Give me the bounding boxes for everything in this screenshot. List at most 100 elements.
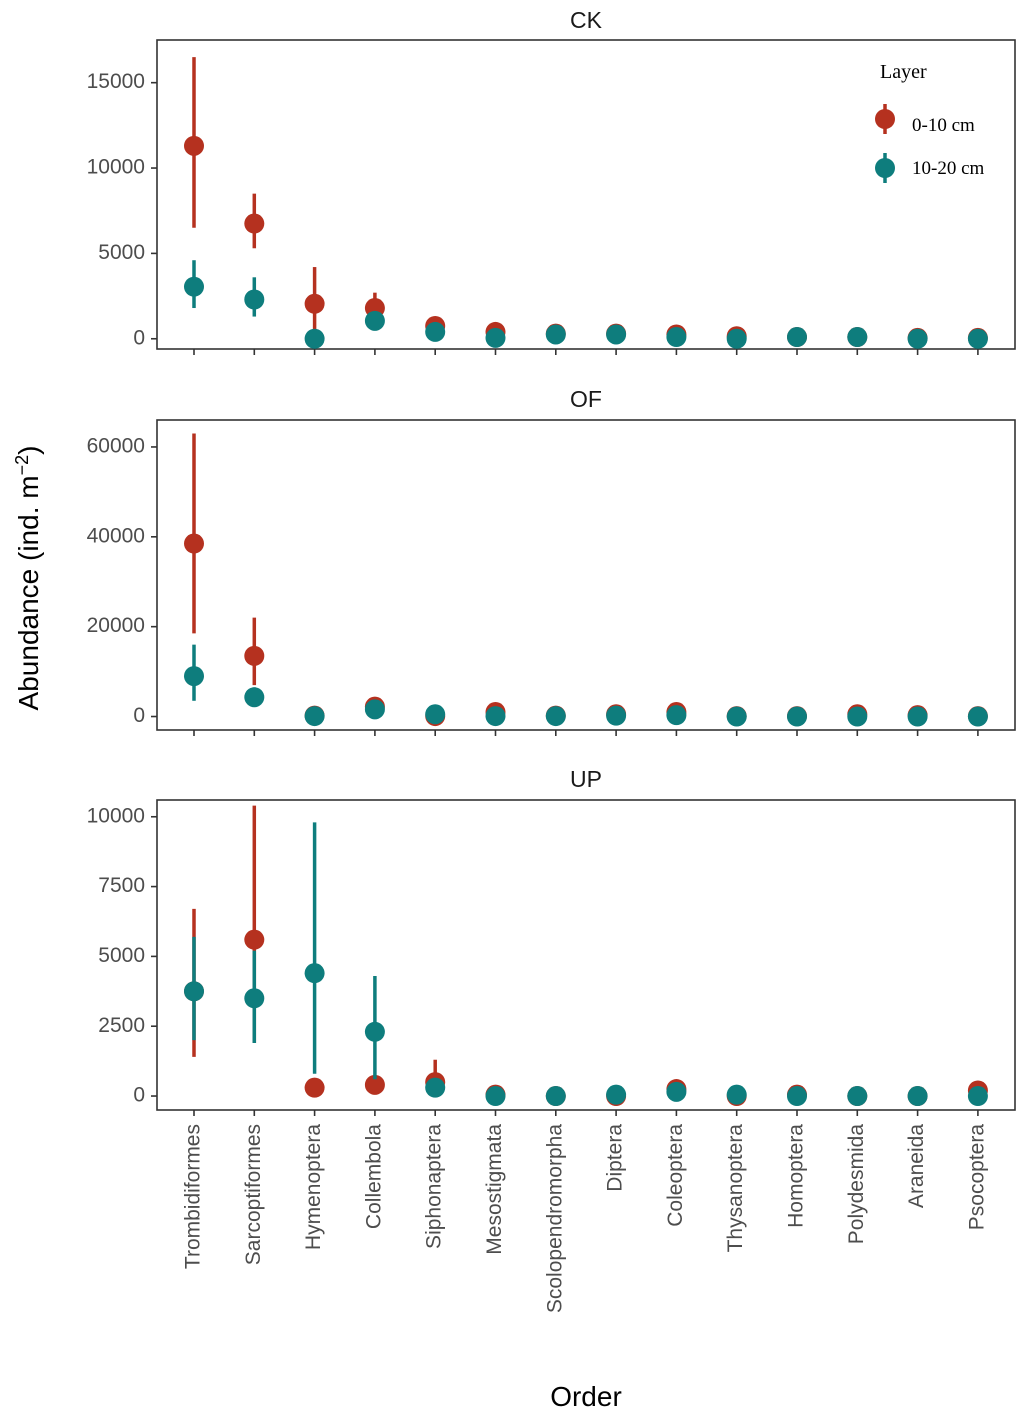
point-up-0-10-cm-hymenoptera (304, 1077, 325, 1098)
y-tick-label: 2500 (98, 1014, 145, 1037)
point-up-10-20-cm-thysanoptera (726, 1084, 747, 1105)
y-tick-label: 7500 (98, 874, 145, 897)
point-up-10-20-cm-siphonaptera (425, 1077, 446, 1098)
y-axis-title-close: ) (13, 446, 44, 455)
point-ck-10-20-cm-mesostigmata (485, 327, 506, 348)
x-tick-label-scolopendromorpha: Scolopendromorpha (543, 1124, 566, 1313)
series-of-0-10-cm (184, 433, 988, 727)
point-ck-0-10-cm-hymenoptera (304, 293, 325, 314)
point-up-10-20-cm-mesostigmata (485, 1086, 506, 1107)
panel-title-ck: CK (570, 7, 603, 33)
y-tick-label: 5000 (98, 241, 145, 264)
point-of-0-10-cm-trombidiformes (184, 533, 204, 554)
y-tick-label: 40000 (87, 524, 145, 547)
legend-label-0-10: 0-10 cm (912, 115, 975, 136)
point-of-10-20-cm-collembola (364, 699, 385, 720)
point-ck-10-20-cm-araneida (907, 328, 928, 349)
y-tick-label: 0 (133, 326, 145, 349)
legend-key-0-10-point (875, 109, 895, 129)
panel-up: UP 0 2500 5000 7500 10000 (87, 766, 1016, 1116)
point-of-10-20-cm-araneida (907, 706, 928, 727)
x-tick-label-collembola: Collembola (362, 1124, 385, 1229)
series-of-10-20-cm (184, 644, 988, 727)
point-of-10-20-cm-trombidiformes (184, 666, 204, 687)
series-up-0-10-cm (184, 805, 988, 1107)
x-tick-label-hymenoptera: Hymenoptera (302, 1124, 325, 1250)
x-axis-title: Order (550, 1381, 622, 1412)
panel-title-up: UP (570, 766, 602, 792)
y-tick-label: 60000 (87, 435, 145, 458)
point-up-10-20-cm-diptera (606, 1084, 627, 1105)
point-up-10-20-cm-hymenoptera (304, 963, 325, 984)
y-tick-label: 5000 (98, 944, 145, 967)
point-of-10-20-cm-thysanoptera (726, 706, 747, 727)
x-tick-label-coleoptera: Coleoptera (664, 1124, 687, 1227)
panel-border-ck (156, 39, 1016, 350)
y-tick-label: 10000 (87, 804, 145, 827)
x-tick-label-diptera: Diptera (604, 1124, 627, 1192)
point-up-0-10-cm-collembola (364, 1074, 385, 1095)
x-tick-label-psocoptera: Psocoptera (965, 1124, 988, 1231)
point-of-10-20-cm-hymenoptera (304, 706, 325, 727)
x-tick-label-sarcoptiformes: Sarcoptiformes (242, 1124, 265, 1265)
point-ck-10-20-cm-trombidiformes (184, 276, 204, 297)
point-of-10-20-cm-diptera (606, 705, 627, 726)
y-tick-label: 0 (133, 1084, 145, 1107)
y-axis-title-superscript: −2 (12, 455, 32, 476)
point-ck-10-20-cm-coleoptera (666, 327, 687, 348)
point-ck-10-20-cm-homoptera (787, 327, 807, 348)
legend-label-10-20: 10-20 cm (912, 158, 985, 179)
point-of-10-20-cm-scolopendromorpha (545, 706, 566, 727)
x-tick-label-siphonaptera: Siphonaptera (423, 1124, 446, 1249)
panel-border-of (156, 419, 1016, 731)
point-of-10-20-cm-polydesmida (847, 706, 868, 727)
point-up-10-20-cm-psocoptera (967, 1086, 988, 1107)
series-ck-0-10-cm (184, 57, 988, 348)
point-of-10-20-cm-mesostigmata (485, 706, 506, 727)
series-ck-10-20-cm (184, 260, 988, 349)
point-ck-10-20-cm-thysanoptera (726, 328, 747, 349)
point-ck-10-20-cm-psocoptera (967, 328, 988, 349)
x-tick-label-trombidiformes: Trombidiformes (182, 1124, 205, 1269)
x-tick-label-thysanoptera: Thysanoptera (724, 1124, 747, 1253)
x-tick-label-polydesmida: Polydesmida (845, 1124, 868, 1245)
x-tick-label-mesostigmata: Mesostigmata (483, 1124, 506, 1255)
point-ck-10-20-cm-siphonaptera (425, 321, 446, 342)
panel-of: OF 0 20000 40000 60000 (87, 386, 1016, 736)
legend-title: Layer (880, 61, 927, 83)
point-ck-0-10-cm-sarcoptiformes (244, 213, 265, 234)
x-tick-label-araneida: Araneida (905, 1124, 928, 1208)
legend-key-10-20-point (875, 158, 895, 178)
x-tick-labels: Trombidiformes Sarcoptiformes Hymenoptera C… (182, 1124, 989, 1313)
point-up-10-20-cm-coleoptera (666, 1081, 687, 1102)
y-tick-label: 0 (133, 704, 145, 727)
point-up-10-20-cm-trombidiformes (184, 981, 204, 1002)
point-ck-10-20-cm-scolopendromorpha (545, 324, 566, 345)
panel-border-up (156, 799, 1016, 1111)
point-up-10-20-cm-homoptera (787, 1086, 807, 1107)
point-ck-10-20-cm-collembola (364, 310, 385, 331)
point-up-10-20-cm-polydesmida (847, 1086, 868, 1107)
point-up-10-20-cm-sarcoptiformes (244, 988, 265, 1009)
point-ck-10-20-cm-polydesmida (847, 327, 868, 348)
point-of-0-10-cm-sarcoptiformes (244, 645, 265, 666)
x-tick-label-homoptera: Homoptera (785, 1124, 808, 1228)
panel-ck: CK 0 5000 10000 15000 (87, 7, 1016, 355)
point-of-10-20-cm-sarcoptiformes (244, 687, 265, 708)
point-up-10-20-cm-scolopendromorpha (545, 1086, 566, 1107)
y-tick-label: 20000 (87, 614, 145, 637)
point-of-10-20-cm-psocoptera (967, 706, 988, 727)
y-tick-label: 10000 (87, 156, 145, 179)
point-up-10-20-cm-araneida (907, 1086, 928, 1107)
y-axis-title: Abundance (ind. m−2) (12, 446, 44, 711)
series-up-10-20-cm (184, 822, 988, 1107)
panel-title-of: OF (570, 386, 602, 412)
point-ck-10-20-cm-sarcoptiformes (244, 289, 265, 310)
panels: CK 0 5000 10000 15000 OF 0 20000 40000 60000 UP 0 25… (87, 7, 1016, 1116)
point-of-10-20-cm-coleoptera (666, 705, 687, 726)
point-of-10-20-cm-siphonaptera (425, 704, 446, 725)
y-tick-label: 15000 (87, 70, 145, 93)
point-ck-10-20-cm-diptera (606, 324, 627, 345)
point-up-10-20-cm-collembola (364, 1021, 385, 1042)
